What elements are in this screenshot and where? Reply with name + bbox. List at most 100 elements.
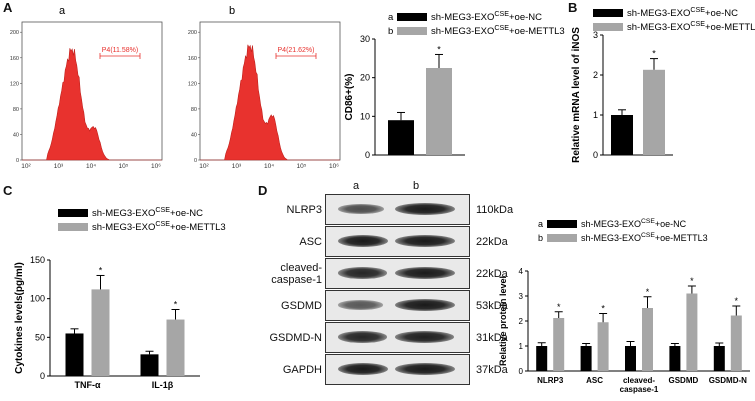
flow-y-tick-label: 160 xyxy=(10,56,19,62)
bar xyxy=(140,354,159,376)
panel-letter-d: D xyxy=(258,183,268,198)
y-axis-label: CD86+(%) xyxy=(344,74,355,121)
y-tick-label: 4 xyxy=(519,267,524,276)
legend-swatch xyxy=(58,209,88,217)
legend-swatch xyxy=(397,13,427,21)
bar xyxy=(536,346,548,371)
legend-entry: sh-MEG3-EXOCSE+oe-NC xyxy=(581,218,687,229)
flow-y-tick-label: 200 xyxy=(10,30,19,36)
flow-gate-label: P4(11.58%) xyxy=(102,47,138,54)
significance-star: * xyxy=(601,304,605,314)
y-tick-label: 2 xyxy=(519,317,524,326)
bar xyxy=(580,346,592,371)
blot-kda-label: 110kDa xyxy=(476,204,514,216)
bar xyxy=(166,319,185,376)
blot-lane-b: b xyxy=(413,180,420,192)
bar xyxy=(597,322,609,371)
blot-lane-a: a xyxy=(353,180,360,192)
legend-entry: sh-MEG3-EXOCSE+oe-METTL3 xyxy=(581,232,708,243)
chart-inos: sh-MEG3-EXOCSE+oe-NCsh-MEG3-EXOCSE+oe-ME… xyxy=(571,6,755,163)
x-category-label: caspase-1 xyxy=(620,385,659,394)
blot-row-label: NLRP3 xyxy=(286,204,322,216)
legend-entry: sh-MEG3-EXOCSE+oe-METTL3 xyxy=(627,20,755,33)
blot-band xyxy=(395,235,455,247)
blot-band xyxy=(395,267,455,279)
bar xyxy=(65,333,84,376)
blot-kda-label: 53kDa xyxy=(476,300,508,312)
bar xyxy=(553,318,565,371)
bar xyxy=(91,289,110,376)
blot-band xyxy=(338,331,387,343)
flow-y-tick-label: 0 xyxy=(194,158,197,164)
bar xyxy=(625,346,636,371)
blot-kda-label: 22kDa xyxy=(476,268,508,280)
flow-y-tick-label: 120 xyxy=(10,81,19,87)
y-tick-label: 0 xyxy=(519,367,524,376)
y-tick-label: 1 xyxy=(519,342,524,351)
y-tick-label: 20 xyxy=(360,73,370,83)
flow-x-tick-label: 10⁶ xyxy=(151,163,161,170)
blot-kda-label: 31kDa xyxy=(476,332,508,344)
legend-entry: sh-MEG3-EXOCSE+oe-METTL3 xyxy=(431,24,565,37)
legend-swatch xyxy=(397,27,427,35)
y-tick-label: 1 xyxy=(593,110,598,120)
bar xyxy=(669,346,681,371)
bar xyxy=(730,315,742,371)
flow-sublabel: a xyxy=(59,5,66,17)
flow-x-tick-label: 10⁵ xyxy=(119,163,129,170)
significance-star: * xyxy=(652,49,656,59)
y-tick-label: 3 xyxy=(519,292,524,301)
legend-swatch xyxy=(547,234,577,242)
x-category-label: IL-1β xyxy=(152,380,174,390)
flow-y-tick-label: 40 xyxy=(13,132,19,138)
x-category-label: NLRP3 xyxy=(537,376,564,385)
blot-row-label: cleaved-caspase-1 xyxy=(271,262,322,286)
x-category-label: TNF-α xyxy=(74,380,100,390)
panel-letter-a: A xyxy=(3,0,13,15)
y-tick-label: 3 xyxy=(593,30,598,40)
y-axis-label: Relative protein level xyxy=(498,276,508,366)
significance-star: * xyxy=(735,296,739,306)
blot-kda-label: 22kDa xyxy=(476,236,508,248)
bar xyxy=(643,69,665,155)
legend-swatch xyxy=(593,23,623,31)
blot-row-label: ASC xyxy=(299,236,322,248)
flow-x-tick-label: 10² xyxy=(199,163,209,170)
flow-y-tick-label: 120 xyxy=(188,81,197,87)
y-tick-label: 150 xyxy=(30,255,45,265)
significance-star: * xyxy=(437,44,441,54)
y-tick-label: 2 xyxy=(593,70,598,80)
blot-band xyxy=(338,235,388,247)
blot-row-label: GSDMD xyxy=(281,300,322,312)
bar xyxy=(713,346,725,371)
legend-key-letter: a xyxy=(538,219,543,229)
legend-key-letter: b xyxy=(538,233,543,243)
y-tick-label: 0 xyxy=(593,150,598,160)
significance-star: * xyxy=(690,276,694,286)
y-axis-label: Cytokines levels(pg/ml) xyxy=(14,262,25,374)
flow-x-tick-label: 10³ xyxy=(54,163,64,170)
flow-y-tick-label: 80 xyxy=(13,107,19,113)
legend-entry: sh-MEG3-EXOCSE+oe-NC xyxy=(431,10,542,23)
flow-y-tick-label: 0 xyxy=(16,158,19,164)
legend-key-letter: a xyxy=(388,12,394,23)
blot-band xyxy=(395,203,455,215)
significance-star: * xyxy=(557,302,561,312)
blot-band xyxy=(395,331,455,343)
blot-row-label: GSDMD-N xyxy=(269,332,322,344)
flow-histogram-fill xyxy=(22,48,162,161)
flow-histogram-a: a 0 40 80 120 160 200 10² 10³ 10⁴ 10⁵ 10⁶ P4(11.58%) xyxy=(10,5,163,170)
flow-x-tick-label: 10⁵ xyxy=(297,163,307,170)
legend-entry: sh-MEG3-EXOCSE+oe-METTL3 xyxy=(92,220,226,233)
flow-x-tick-label: 10⁴ xyxy=(264,163,274,170)
flow-x-tick-label: 10² xyxy=(21,163,31,170)
legend-swatch xyxy=(58,223,88,231)
bar xyxy=(426,68,452,155)
y-axis-label: Relative mRNA level of iNOS xyxy=(571,27,582,163)
bar xyxy=(686,293,698,371)
y-tick-label: 0 xyxy=(40,371,45,381)
flow-cytometry-plots: a 0 40 80 120 160 200 10² 10³ 10⁴ 10⁵ 10⁶ P4(11.58%)… xyxy=(10,5,341,170)
blot-band xyxy=(338,300,383,310)
flow-histogram-b: b 0 40 80 120 160 200 10² 10³ 10⁴ 10⁵ 10⁶ P4(21.62%) xyxy=(188,5,341,170)
flow-x-tick-label: 10³ xyxy=(232,163,242,170)
